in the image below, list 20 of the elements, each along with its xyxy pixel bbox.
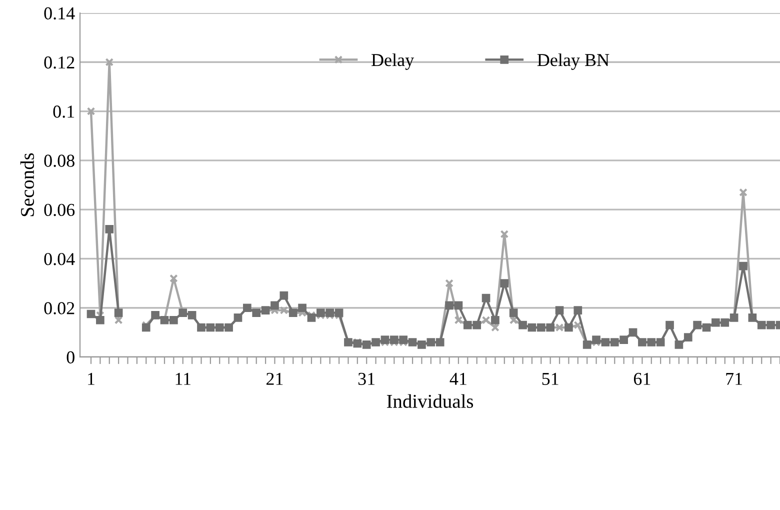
y-tick-label: 0.1 [53,106,74,118]
legend-label: Delay [371,53,414,70]
y-tick-label: 0.12 [44,56,74,69]
legend-label: Delay BN [537,53,610,70]
x-tick-label: 41 [450,372,466,385]
x-axis-title: Individuals [386,394,474,408]
y-tick-label: 0.06 [44,204,75,216]
y-tick-label: 0.04 [44,252,75,266]
y-axis-title: Seconds [20,153,34,216]
y-tick-label: 0.14 [44,7,75,20]
x-tick-label: 61 [634,372,650,385]
y-tick-label: 0 [66,351,74,364]
x-tick-label: 21 [266,372,283,385]
y-tick-label: 0.08 [44,154,74,167]
x-tick-label: 11 [176,372,190,385]
x-tick-label: 51 [542,372,558,385]
x-tick-label: 31 [358,372,375,385]
y-tick-label: 0.02 [44,302,74,314]
x-tick-label: 1 [88,372,94,385]
x-tick-label: 71 [726,372,742,385]
